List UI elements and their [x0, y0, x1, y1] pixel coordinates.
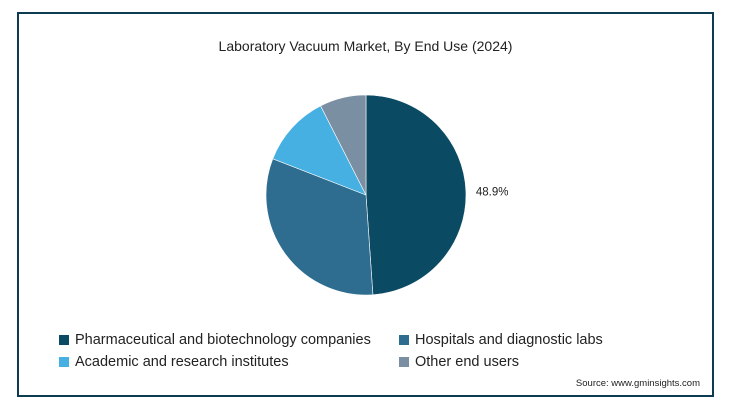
legend-label-hospitals: Hospitals and diagnostic labs [415, 332, 603, 348]
legend-swatch-pharmaceutical [59, 335, 69, 345]
pie-slice-0 [365, 94, 467, 296]
legend-label-academic: Academic and research institutes [75, 354, 289, 370]
legend-item-pharmaceutical: Pharmaceutical and biotechnology compani… [59, 332, 371, 348]
pie-chart: 48.9% [265, 94, 509, 296]
legend-swatch-academic [59, 357, 69, 367]
legend-item-academic: Academic and research institutes [59, 354, 289, 370]
legend-item-hospitals: Hospitals and diagnostic labs [399, 332, 603, 348]
pie-slice-2 [272, 105, 367, 196]
legend-swatch-hospitals [399, 335, 409, 345]
data-label-0: 48.9% [476, 186, 509, 198]
legend-label-other: Other end users [415, 354, 519, 370]
pie-slice-3 [320, 94, 367, 196]
chart-title: Laboratory Vacuum Market, By End Use (20… [218, 38, 513, 54]
legend-label-pharmaceutical: Pharmaceutical and biotechnology compani… [75, 332, 371, 348]
source-note: Source: www.gminsights.com [575, 378, 700, 389]
chart-frame: Laboratory Vacuum Market, By End Use (20… [17, 12, 714, 397]
legend-item-other: Other end users [399, 354, 519, 370]
legend-swatch-other [399, 357, 409, 367]
pie-slice-1 [265, 158, 374, 296]
